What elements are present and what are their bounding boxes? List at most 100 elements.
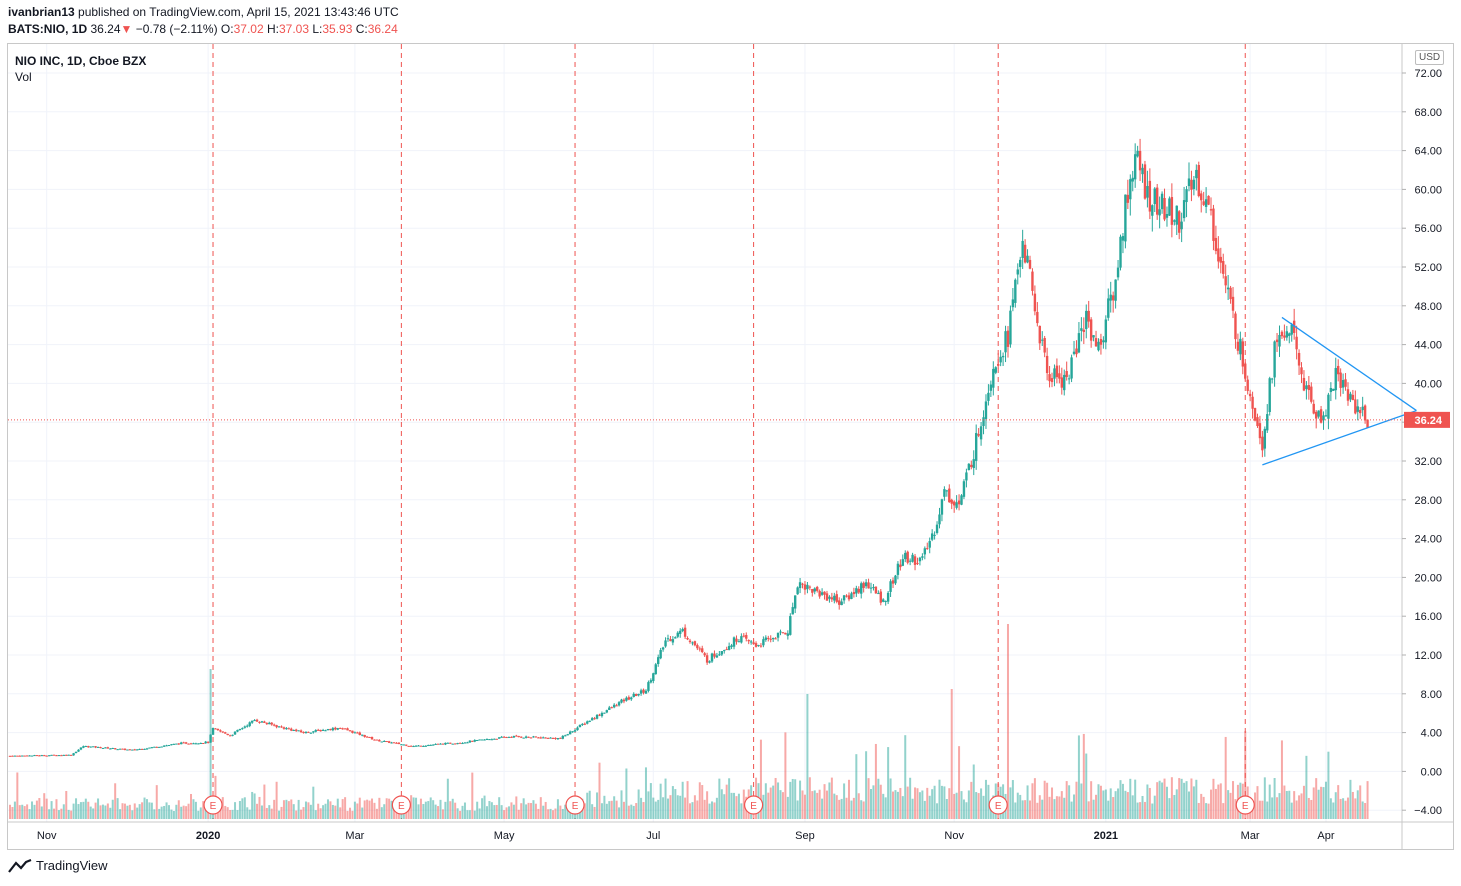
- chart-legend-title: NIO INC, 1D, Cboe BZX: [15, 54, 147, 68]
- candle: [1163, 197, 1166, 220]
- candle: [576, 727, 579, 731]
- volume-bar: [26, 804, 29, 819]
- candle: [620, 699, 623, 703]
- volume-bar: [490, 802, 493, 819]
- volume-bar: [256, 803, 259, 819]
- candle: [842, 595, 846, 601]
- candle: [197, 743, 200, 745]
- candle: [341, 728, 344, 730]
- chart-frame[interactable]: [7, 43, 1454, 850]
- candle: [1207, 195, 1210, 205]
- candle: [375, 739, 379, 741]
- volume-bar: [801, 790, 804, 819]
- volume-bar: [948, 788, 951, 819]
- author-name[interactable]: ivanbrian13: [8, 5, 75, 19]
- volume-bar: [803, 794, 806, 819]
- volume-bar: [762, 794, 765, 819]
- time-tick-label: Jul: [646, 830, 660, 842]
- volume-bar: [1268, 784, 1271, 819]
- candle: [840, 601, 843, 606]
- volume-bar: [1124, 790, 1127, 819]
- volume-bar: [1026, 785, 1029, 819]
- candle: [532, 736, 535, 738]
- footer-brand[interactable]: TradingView: [8, 858, 108, 873]
- volume-bar: [1324, 781, 1327, 819]
- candle: [1004, 331, 1007, 353]
- candle: [737, 641, 741, 643]
- candle: [99, 747, 102, 749]
- publish-info: published on TradingView.com, April 15, …: [74, 5, 399, 19]
- close-value: 36.24: [367, 22, 398, 36]
- candle: [1082, 329, 1086, 332]
- volume-bar: [1121, 783, 1124, 819]
- volume-bar: [945, 799, 948, 819]
- volume-bar: [468, 810, 471, 819]
- volume-bar: [520, 803, 523, 819]
- earnings-marker: [391, 795, 411, 815]
- volume-bar: [1305, 755, 1308, 819]
- candle: [1155, 187, 1159, 215]
- volume-bar: [525, 804, 528, 819]
- earnings-marker-label: E: [750, 801, 757, 812]
- volume-bar: [662, 797, 665, 819]
- candle: [879, 591, 882, 603]
- volume-bar: [1163, 778, 1166, 819]
- candle: [1222, 260, 1225, 274]
- volume-bar: [109, 807, 112, 819]
- volume-bar: [82, 801, 85, 819]
- price-tick-label: 32.00: [1414, 456, 1442, 468]
- volume-bar: [346, 810, 349, 819]
- volume-bar: [647, 791, 650, 819]
- candle: [559, 737, 562, 739]
- volume-bar: [483, 795, 486, 819]
- volume-bar: [309, 804, 312, 819]
- candle: [111, 748, 114, 750]
- candle: [299, 730, 303, 733]
- candle: [852, 592, 856, 595]
- candle: [255, 719, 259, 722]
- candle: [365, 736, 369, 738]
- candle: [65, 754, 68, 756]
- candle: [1214, 237, 1218, 252]
- volume-bar: [341, 799, 344, 819]
- candle: [845, 595, 848, 597]
- candle: [194, 743, 198, 745]
- volume-bar: [1256, 786, 1259, 819]
- candle: [204, 741, 207, 744]
- candle: [962, 481, 966, 497]
- volume-bar: [892, 791, 895, 819]
- candle: [625, 697, 628, 701]
- currency-label[interactable]: USD: [1415, 50, 1445, 65]
- volume-bar: [823, 784, 826, 819]
- candle: [1359, 409, 1362, 414]
- volume-bar: [417, 804, 420, 819]
- candle: [277, 726, 281, 728]
- earnings-marker-label: E: [398, 801, 405, 812]
- volume-bar: [65, 790, 68, 819]
- volume-bar: [150, 802, 153, 819]
- volume-bar: [980, 788, 983, 819]
- candle: [1053, 368, 1056, 379]
- candle: [561, 735, 565, 739]
- volume-bar: [285, 799, 288, 819]
- volume-bar: [419, 798, 422, 819]
- candle: [246, 725, 249, 727]
- price-tick-label: 56.00: [1414, 223, 1442, 235]
- candle: [419, 745, 423, 747]
- candle: [1322, 415, 1325, 421]
- candle: [515, 735, 518, 737]
- candle: [1104, 319, 1108, 343]
- candle: [512, 735, 516, 738]
- low-label: L:: [312, 22, 323, 36]
- volume-bar: [928, 795, 931, 819]
- volume-bar: [351, 810, 354, 819]
- volume-bar: [248, 809, 251, 819]
- price-tick-label: 72.00: [1414, 68, 1442, 80]
- earnings-marker: [1235, 795, 1255, 815]
- volume-bar: [128, 804, 131, 819]
- volume-bar: [967, 790, 970, 819]
- candle: [461, 743, 464, 745]
- candle: [581, 723, 584, 725]
- candle: [319, 729, 322, 732]
